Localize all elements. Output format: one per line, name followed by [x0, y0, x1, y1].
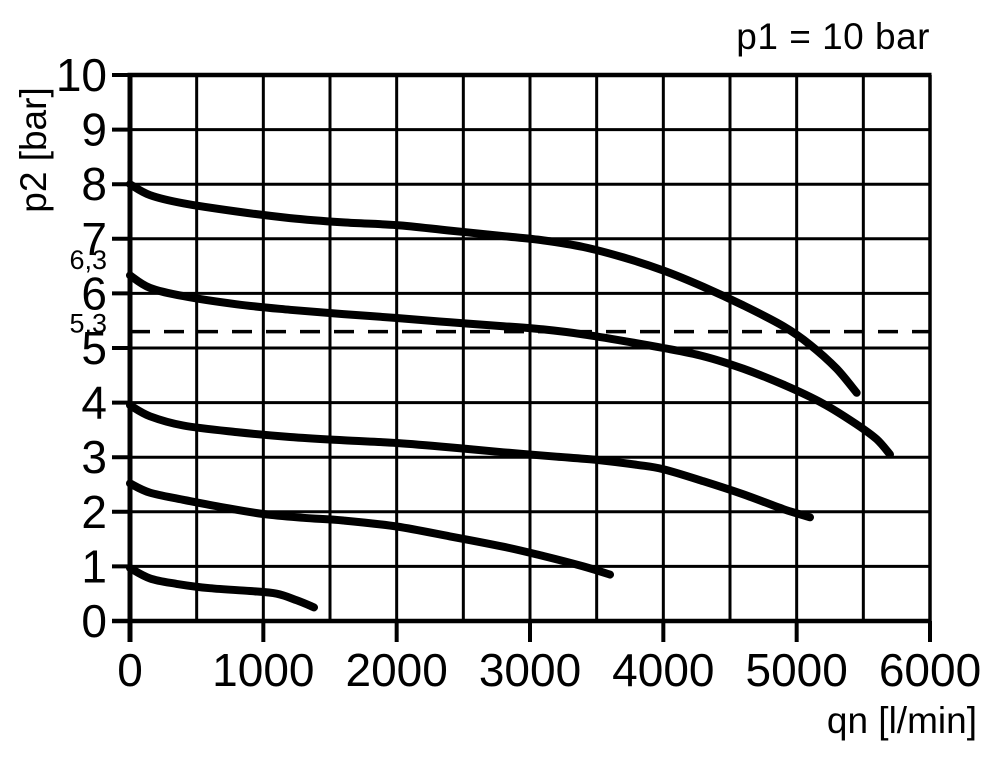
y-axis-title: p2 [bar] — [13, 87, 54, 213]
y-tick-label: 7 — [81, 213, 107, 265]
flow-curve-p2-setting-4.0-bar — [126, 401, 814, 522]
y-tick-label: 8 — [81, 158, 107, 210]
y-tick-label: 3 — [81, 431, 107, 483]
y-tick-label: 0 — [81, 595, 107, 647]
flow-curve-p2-setting-2.5-bar — [126, 479, 614, 579]
x-tick-label: 6000 — [879, 644, 981, 696]
chart-title: p1 = 10 bar — [736, 16, 930, 57]
x-tick-label: 1000 — [212, 644, 314, 696]
y-tick-label: 6 — [81, 267, 107, 319]
y-tick-label: 10 — [56, 49, 107, 101]
x-tick-label: 4000 — [612, 644, 714, 696]
x-tick-label: 3000 — [479, 644, 581, 696]
flow-curve-p2-setting-6.3-bar — [126, 271, 894, 459]
y-special-tick-label: 6,3 — [69, 245, 107, 275]
x-tick-label: 5000 — [745, 644, 847, 696]
x-tick-label: 0 — [117, 644, 143, 696]
flow-curve-p2-setting-8.0-bar — [126, 180, 861, 397]
flow-curve-p2-setting-1.0-bar — [126, 564, 318, 612]
y-tick-label: 5 — [81, 322, 107, 374]
y-tick-label: 9 — [81, 104, 107, 156]
y-special-tick-label: 5,3 — [69, 309, 107, 339]
y-tick-label: 4 — [81, 377, 107, 429]
y-tick-label: 2 — [81, 486, 107, 538]
x-axis-title: qn [l/min] — [826, 700, 977, 741]
y-tick-label: 1 — [81, 540, 107, 592]
x-tick-label: 2000 — [345, 644, 447, 696]
